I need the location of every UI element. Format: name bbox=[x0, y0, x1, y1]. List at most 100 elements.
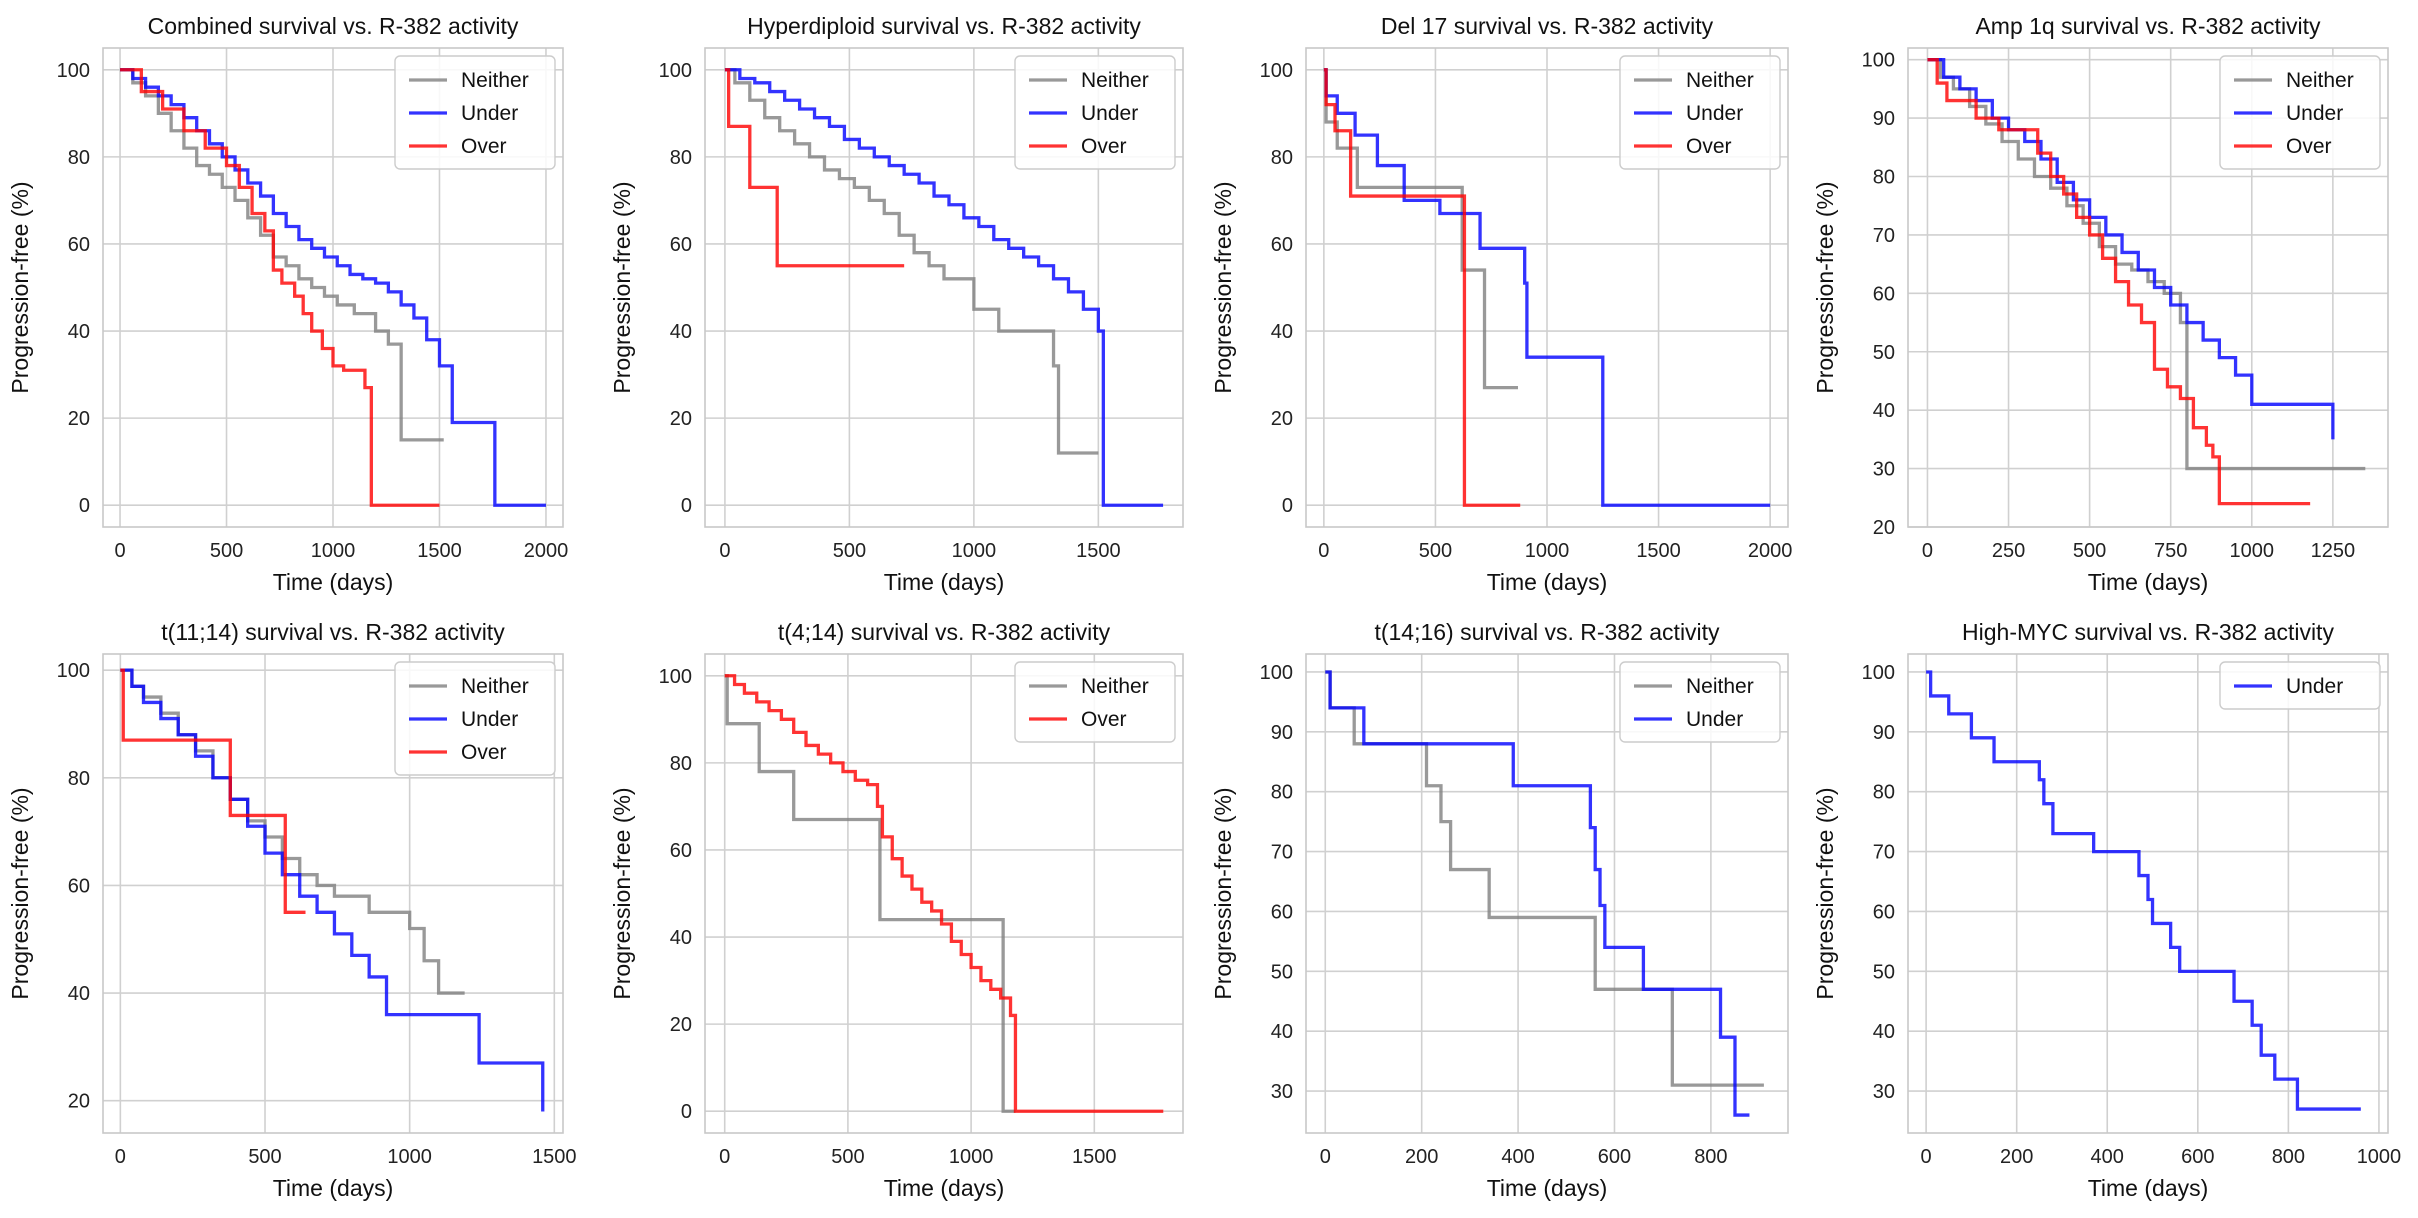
y-tick-label: 20 bbox=[68, 1091, 90, 1113]
plot-frame bbox=[1907, 653, 2389, 1134]
y-tick-label: 40 bbox=[1873, 1021, 1895, 1043]
y-tick-label: 30 bbox=[1873, 459, 1895, 481]
y-tick-label: 30 bbox=[1271, 1081, 1293, 1103]
chart-panel-3: 0 500 1000 1500 2000 0 20 40 60 80 100 Time (days) P… bbox=[1210, 13, 1792, 595]
y-tick-label: 80 bbox=[1271, 782, 1293, 804]
y-tick-label: 100 bbox=[1862, 662, 1895, 684]
x-tick-label: 250 bbox=[1992, 540, 2025, 562]
y-tick-label: 60 bbox=[1873, 283, 1895, 305]
x-tick-label: 500 bbox=[1419, 540, 1452, 562]
x-tick-label: 1000 bbox=[1525, 540, 1570, 562]
y-tick-label: 0 bbox=[681, 1101, 692, 1123]
plot-frame bbox=[1305, 653, 1789, 1134]
x-axis-label: Time (days) bbox=[273, 1175, 394, 1201]
y-tick-label: 60 bbox=[670, 234, 692, 256]
x-axis-label: Time (days) bbox=[2088, 569, 2209, 595]
legend-label-under: Under bbox=[2286, 102, 2343, 125]
x-axis-label: Time (days) bbox=[273, 569, 394, 595]
y-tick-label: 60 bbox=[68, 234, 90, 256]
y-tick-label: 20 bbox=[68, 408, 90, 430]
y-tick-label: 80 bbox=[1271, 147, 1293, 169]
legend-label-under: Under bbox=[2286, 675, 2343, 698]
chart-panel-8: 0 200 400 600 800 1000 30 40 50 60 70 80 90 100 Time (… bbox=[1812, 619, 2401, 1201]
legend-box bbox=[1014, 55, 1176, 170]
x-tick-label: 0 bbox=[719, 540, 730, 562]
x-tick-label: 500 bbox=[833, 540, 866, 562]
chart-panel-2: 0 500 1000 1500 0 20 40 60 80 100 Time (days) Progr… bbox=[609, 13, 1184, 595]
x-tick-label: 0 bbox=[1921, 1146, 1932, 1168]
x-tick-label: 0 bbox=[1922, 540, 1933, 562]
x-tick-label: 0 bbox=[115, 1146, 126, 1168]
y-tick-label: 40 bbox=[68, 983, 90, 1005]
y-tick-label: 40 bbox=[670, 927, 692, 949]
x-tick-label: 750 bbox=[2154, 540, 2187, 562]
x-axis-label: Time (days) bbox=[1487, 1175, 1608, 1201]
x-tick-label: 500 bbox=[2073, 540, 2106, 562]
y-tick-label: 40 bbox=[68, 321, 90, 343]
chart-title: t(4;14) survival vs. R-382 activity bbox=[778, 619, 1111, 645]
y-tick-label: 80 bbox=[68, 147, 90, 169]
y-tick-label: 100 bbox=[1260, 662, 1293, 684]
chart-title: High-MYC survival vs. R-382 activity bbox=[1962, 619, 2334, 645]
x-tick-label: 0 bbox=[1318, 540, 1329, 562]
x-tick-label: 0 bbox=[719, 1146, 730, 1168]
legend-box bbox=[2219, 661, 2381, 710]
legend: Under bbox=[2219, 661, 2381, 710]
y-tick-label: 50 bbox=[1873, 342, 1895, 364]
x-tick-label: 400 bbox=[2091, 1146, 2124, 1168]
y-axis-label: Progression-free (%) bbox=[1210, 787, 1236, 999]
chart-title: t(11;14) survival vs. R-382 activity bbox=[161, 619, 505, 645]
legend-label-neither: Neither bbox=[461, 675, 529, 698]
legend-label-over: Over bbox=[2286, 135, 2332, 158]
y-tick-label: 0 bbox=[1282, 495, 1293, 517]
chart-title: Amp 1q survival vs. R-382 activity bbox=[1975, 13, 2321, 39]
y-tick-label: 60 bbox=[670, 840, 692, 862]
chart-title: Hyperdiploid survival vs. R-382 activity bbox=[747, 13, 1141, 39]
y-tick-label: 60 bbox=[1271, 234, 1293, 256]
series-line-under bbox=[120, 668, 545, 1112]
y-tick-label: 100 bbox=[659, 666, 692, 688]
y-tick-label: 100 bbox=[1862, 50, 1895, 72]
legend-label-neither: Neither bbox=[461, 69, 529, 92]
series-line-under bbox=[1325, 670, 1750, 1117]
x-tick-label: 1000 bbox=[952, 540, 997, 562]
x-tick-label: 500 bbox=[248, 1146, 281, 1168]
series-line-over bbox=[120, 668, 306, 914]
legend-label-under: Under bbox=[1686, 102, 1743, 125]
y-tick-label: 40 bbox=[1271, 1021, 1293, 1043]
legend-label-neither: Neither bbox=[2286, 69, 2354, 92]
series-line-over bbox=[1323, 68, 1521, 507]
series-line-neither bbox=[1927, 58, 2366, 471]
chart-panel-6: 0 500 1000 1500 0 20 40 60 80 100 Time (days) Progr… bbox=[609, 619, 1184, 1201]
plot-frame bbox=[704, 653, 1184, 1134]
x-tick-label: 2000 bbox=[524, 540, 569, 562]
legend-label-over: Over bbox=[1081, 708, 1127, 731]
legend-label-neither: Neither bbox=[1686, 675, 1754, 698]
y-axis-label: Progression-free (%) bbox=[1210, 181, 1236, 393]
x-axis-label: Time (days) bbox=[2088, 1175, 2209, 1201]
x-tick-label: 0 bbox=[114, 540, 125, 562]
y-tick-label: 60 bbox=[1873, 901, 1895, 923]
series-line-under bbox=[1926, 670, 2361, 1111]
chart-panel-1: 0 500 1000 1500 2000 0 20 40 60 80 100 Time (days) P… bbox=[7, 13, 568, 595]
x-tick-label: 1500 bbox=[1636, 540, 1681, 562]
x-tick-label: 0 bbox=[1320, 1146, 1331, 1168]
legend-box bbox=[394, 661, 556, 776]
y-axis-label: Progression-free (%) bbox=[609, 181, 635, 393]
legend-label-under: Under bbox=[461, 102, 518, 125]
plot-frame bbox=[102, 47, 564, 528]
x-tick-label: 1500 bbox=[1076, 540, 1121, 562]
legend: Neither Under Over bbox=[394, 661, 556, 776]
series-line-neither bbox=[724, 68, 1099, 455]
legend-label-over: Over bbox=[1686, 135, 1732, 158]
y-tick-label: 40 bbox=[1271, 321, 1293, 343]
legend: Neither Under Over bbox=[2219, 55, 2381, 170]
plot-frame bbox=[704, 47, 1184, 528]
y-tick-label: 40 bbox=[670, 321, 692, 343]
y-axis-label: Progression-free (%) bbox=[1812, 787, 1838, 999]
y-axis-label: Progression-free (%) bbox=[609, 787, 635, 999]
plot-frame bbox=[1305, 47, 1789, 528]
legend-label-neither: Neither bbox=[1686, 69, 1754, 92]
x-tick-label: 500 bbox=[831, 1146, 864, 1168]
series-line-over bbox=[724, 68, 905, 268]
